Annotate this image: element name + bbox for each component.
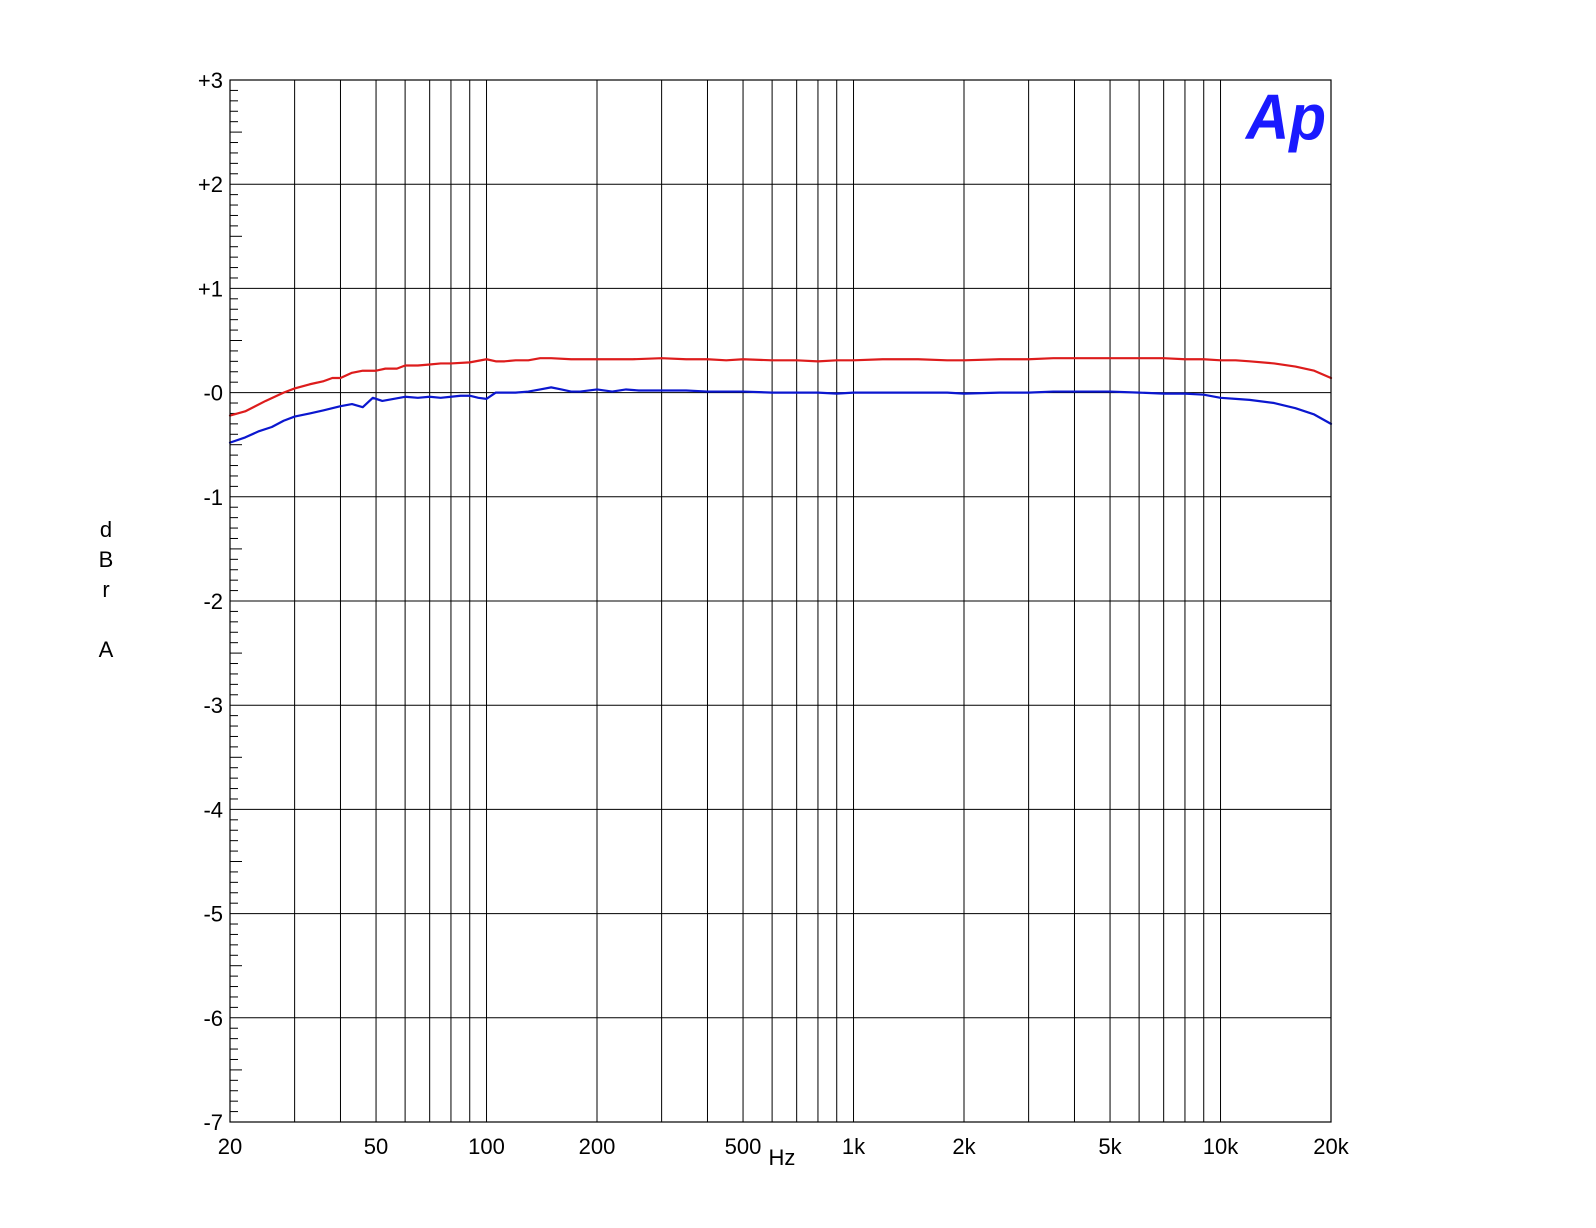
x-axis-title: Hz xyxy=(769,1145,796,1170)
y-tick-label: -0 xyxy=(203,381,223,406)
tick-labels: +3 +2 +1 -0 -1 -2 -3 -4 -5 -6 -720 50 100 200 500 1k 2k 5… xyxy=(198,68,1350,1159)
x-tick-label: 5k xyxy=(1098,1134,1122,1159)
y-tick-label: +2 xyxy=(198,172,223,197)
y-minor-ticks xyxy=(230,89,242,1113)
series-line-blue xyxy=(228,386,1333,444)
x-tick-label: 200 xyxy=(579,1134,616,1159)
x-tick-label: 2k xyxy=(952,1134,976,1159)
y-axis-title-char: r xyxy=(102,577,109,602)
x-tick-label: 500 xyxy=(725,1134,762,1159)
x-tick-label: 50 xyxy=(364,1134,388,1159)
y-tick-label: -1 xyxy=(203,485,223,510)
y-tick-label: +1 xyxy=(198,276,223,301)
y-tick-label: +3 xyxy=(198,68,223,93)
x-tick-label: 1k xyxy=(842,1134,866,1159)
y-tick-label: -2 xyxy=(203,589,223,614)
series-line-red xyxy=(228,357,1333,417)
ap-logo-text: Ap xyxy=(1244,81,1326,153)
x-tick-label: 20k xyxy=(1313,1134,1349,1159)
ap-logo: Ap xyxy=(1244,81,1326,153)
y-tick-label: -7 xyxy=(203,1110,223,1135)
y-tick-label: -6 xyxy=(203,1006,223,1031)
grid xyxy=(229,79,1332,1123)
y-tick-label: -4 xyxy=(203,797,223,822)
series-group xyxy=(228,357,1333,444)
y-axis-title-char: A xyxy=(99,637,114,662)
y-axis-title-char: d xyxy=(100,517,112,542)
x-tick-label: 100 xyxy=(468,1134,505,1159)
x-tick-label: 20 xyxy=(218,1134,242,1159)
y-axis-title-char: B xyxy=(99,547,114,572)
x-tick-label: 10k xyxy=(1203,1134,1239,1159)
y-tick-label: -3 xyxy=(203,693,223,718)
plot-frame xyxy=(229,79,1332,1123)
y-tick-label: -5 xyxy=(203,902,223,927)
